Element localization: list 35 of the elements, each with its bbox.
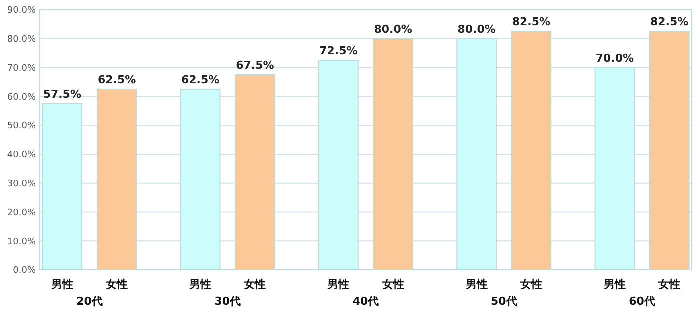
x-tick-label: 50代 xyxy=(490,295,518,308)
series-label: 男性 xyxy=(50,278,74,291)
y-tick-label: 30.0% xyxy=(7,179,36,190)
text: 女性 xyxy=(244,278,266,291)
x-tick-label: 60代 xyxy=(629,295,656,308)
text: 女性 xyxy=(658,278,681,291)
data-label: 67.5% xyxy=(236,59,274,72)
data-label: 62.5% xyxy=(181,73,220,86)
y-tick-label: 80.0% xyxy=(7,35,36,46)
y-tick-label: 60.0% xyxy=(7,92,36,103)
data-label: 72.5% xyxy=(320,44,358,58)
text: 女性 xyxy=(520,278,542,291)
y-tick-label: 20.0% xyxy=(7,208,36,218)
text: 男性 xyxy=(328,278,350,291)
x-tick-label: 20代 xyxy=(76,295,103,308)
data-label: 80.0% xyxy=(458,22,496,36)
data-label: 70.0% xyxy=(596,52,634,65)
x-tick-label: 30代 xyxy=(214,295,242,308)
data-label: 62.5% xyxy=(98,73,136,86)
series-label: 女性 xyxy=(105,278,128,291)
y-tick-label: 70.0% xyxy=(7,64,36,74)
y-tick-label: 10.0% xyxy=(7,237,36,248)
data-label: 80.0% xyxy=(374,22,412,36)
text: 男性 xyxy=(190,278,212,291)
data-label: 57.5% xyxy=(43,88,82,101)
text: 男性 xyxy=(466,278,488,291)
y-tick-label: 50.0% xyxy=(7,122,36,132)
text: 男性 xyxy=(604,278,626,291)
text: 女性 xyxy=(382,278,404,291)
data-label: 82.5% xyxy=(512,16,551,29)
y-tick-label: 40.0% xyxy=(7,150,36,161)
y-tick-label: 0.0% xyxy=(13,266,36,276)
x-tick-label: 40代 xyxy=(352,295,380,308)
data-label: 82.5% xyxy=(650,16,689,29)
y-tick-label: 90.0% xyxy=(7,6,36,16)
